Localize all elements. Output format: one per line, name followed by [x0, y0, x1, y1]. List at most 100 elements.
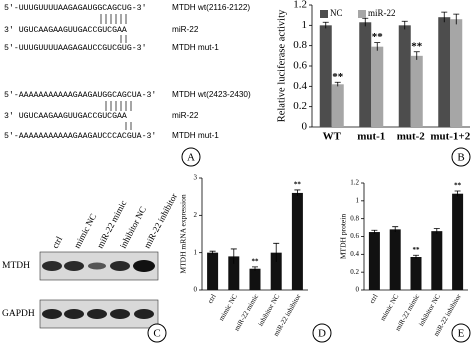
bar: [371, 46, 384, 127]
sequence-name: miR-22: [172, 111, 199, 120]
y-tick-label: 0: [302, 121, 308, 133]
sequence: 3' UGUCAAGAAGUUGACCGUCGAA: [4, 25, 127, 35]
y-tick-label: 0.4: [293, 80, 307, 92]
error-bar: [453, 13, 460, 25]
y-tick-label: 0.4: [350, 250, 359, 258]
bar: [249, 268, 261, 290]
error-bar: [362, 17, 369, 27]
error-bar: [413, 254, 419, 259]
y-tick-label: 1: [356, 196, 360, 204]
error-bar: [413, 51, 420, 60]
y-tick-label: 1: [194, 248, 198, 256]
y-axis-label: Relative luciferase activity: [276, 9, 287, 122]
base-pairing: [100, 14, 132, 130]
bar: [359, 22, 372, 127]
error-bar: [433, 228, 440, 234]
y-tick-label: 0: [194, 286, 198, 294]
lane-label: miR-22 inhibitor: [142, 192, 179, 250]
bar: [270, 252, 282, 290]
significance: **: [294, 181, 302, 189]
y-tick-label: 0: [356, 286, 360, 294]
significance: **: [372, 31, 384, 43]
sequence: 3' UGUCAAGAAGUUGACCGUCGAA: [4, 111, 127, 121]
error-bar: [273, 242, 280, 262]
y-tick-label: 0.8: [293, 39, 307, 51]
bar: [228, 256, 240, 290]
x-tick-label: mut-2: [397, 131, 426, 143]
y-tick-label: 1.2: [350, 179, 359, 187]
y-tick-label: 2: [194, 211, 198, 219]
x-tick-label: mut-1+2: [430, 131, 470, 143]
bar: [368, 232, 380, 290]
x-tick-label: ctrl: [206, 293, 218, 305]
error-bar: [392, 226, 399, 233]
panel-label: E: [458, 328, 465, 340]
bar: [331, 84, 344, 127]
y-tick-label: 0.6: [350, 232, 359, 240]
sequence: 5'-AAAAAAAAAAAGAAGAUCCCACGUA-3': [4, 131, 156, 141]
panel-label-circle: [451, 323, 471, 343]
error-bar: [334, 81, 341, 87]
error-bar: [322, 21, 329, 29]
error-bar: [294, 189, 301, 196]
bar: [398, 25, 411, 127]
error-bar: [374, 42, 381, 51]
error-bar: [401, 20, 408, 30]
bar: [410, 55, 423, 128]
y-axis-label: MTDH mRNA expression: [179, 194, 188, 273]
x-tick-label: ctrl: [368, 293, 380, 305]
sequence-name: MTDH mut-1: [172, 131, 219, 140]
row-label: MTDH: [2, 261, 30, 271]
legend-label: miR-22: [368, 8, 396, 18]
y-tick-label: 1: [302, 19, 308, 31]
sequence-name: MTDH wt(2423-2430): [172, 90, 251, 99]
error-bar: [441, 11, 448, 23]
error-bar: [371, 229, 378, 234]
bar: [207, 252, 219, 290]
legend-swatch: [320, 10, 328, 18]
y-tick-label: 0.6: [293, 60, 307, 72]
panel-label-circle: [451, 147, 471, 167]
bar: [450, 19, 463, 127]
sequence: 5'-AAAAAAAAAAAGAAGAUGGCAGCUA-3': [4, 90, 156, 100]
x-tick-label: mimic NC: [379, 293, 401, 323]
bar: [291, 192, 303, 290]
sequence: 5'-UUUGUUUUAAGAGAUGGCAGCUG-3': [4, 3, 147, 13]
y-tick-label: 0.2: [293, 100, 307, 112]
error-bar: [230, 248, 237, 264]
bar: [452, 193, 464, 290]
panel-label: D: [318, 328, 326, 340]
sequence: 5'-UUUGUUUUAAGAGAUCCGUCGUG-3': [4, 43, 147, 53]
legend-label: NC: [330, 8, 343, 18]
row-label: GAPDH: [2, 309, 35, 319]
legend-swatch: [358, 10, 366, 18]
y-axis-label: MTDH protein: [339, 214, 348, 259]
bar: [438, 17, 451, 128]
error-bar: [454, 190, 461, 197]
y-tick-label: 3: [194, 174, 198, 182]
significance: **: [413, 246, 421, 254]
error-bar: [252, 266, 258, 271]
sequence-name: MTDH wt(2116-2122): [172, 3, 250, 12]
panel-label-circle: [147, 323, 167, 343]
panel-label-circle: [312, 323, 332, 343]
sequence-name: miR-22: [172, 25, 199, 34]
panel-label-circle: [181, 147, 201, 167]
error-bar: [209, 250, 216, 255]
lane-label: ctrl: [50, 234, 65, 250]
bar: [431, 231, 443, 290]
panel-label: B: [457, 152, 464, 164]
x-tick-label: mimic NC: [217, 293, 239, 323]
x-tick-label: mut-1: [357, 131, 385, 143]
y-tick-label: 0.8: [350, 214, 359, 222]
western-blot: [39, 251, 159, 329]
significance: **: [411, 40, 423, 52]
panel-label: C: [153, 328, 160, 340]
sequence-name: MTDH mut-1: [172, 43, 219, 52]
panel-label: A: [187, 152, 195, 164]
x-tick-label: WT: [323, 131, 342, 143]
significance: **: [252, 257, 260, 265]
bar: [319, 25, 332, 127]
y-tick-label: 1.2: [293, 0, 307, 11]
